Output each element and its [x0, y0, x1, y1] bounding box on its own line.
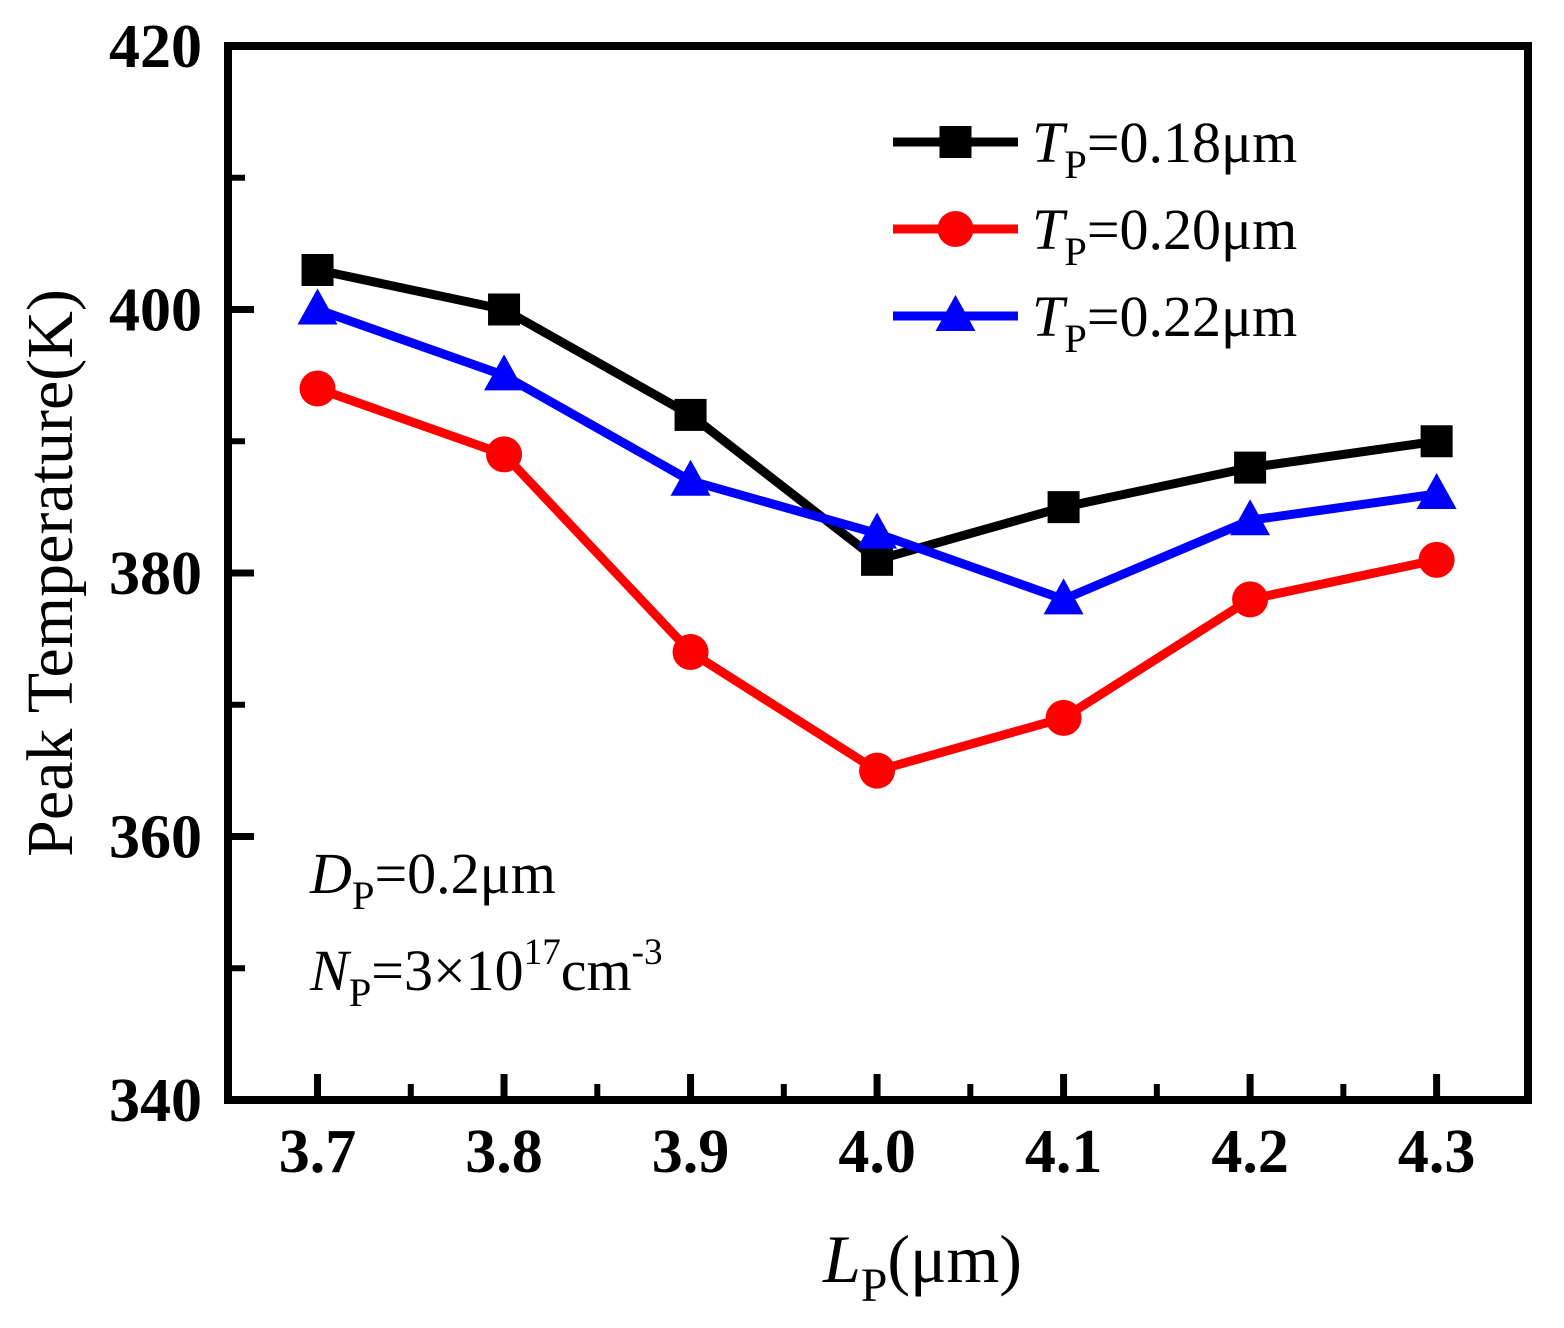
- legend-label-T_P=0.20um: TP=0.20μm: [1032, 197, 1297, 274]
- triangle-marker: [1416, 472, 1457, 509]
- triangle-marker: [1043, 578, 1084, 615]
- triangle-marker: [297, 288, 338, 325]
- square-marker: [1234, 451, 1267, 484]
- square-marker: [488, 293, 521, 326]
- y-tick-label: 340: [109, 1067, 202, 1135]
- triangle-marker: [1230, 499, 1271, 536]
- circle-marker: [859, 752, 896, 789]
- square-marker: [1047, 491, 1080, 524]
- square-marker: [861, 543, 894, 576]
- plot-frame: [224, 42, 1532, 1104]
- triangle-marker: [484, 354, 525, 391]
- x-tick-label: 3.9: [652, 1118, 730, 1186]
- y-axis-title: Peak Temperature(K): [14, 289, 87, 857]
- y-tick-label: 360: [109, 804, 202, 872]
- series-markers-T_P=0.22um: [297, 288, 1457, 615]
- square-marker: [301, 253, 334, 286]
- x-tick-label: 3.7: [279, 1118, 357, 1186]
- annotation-np: NP=3×1017cm-3: [309, 932, 663, 1015]
- y-tick-label: 380: [109, 540, 202, 608]
- annotation-dp: DP=0.2μm: [309, 841, 556, 918]
- x-tick-label: 3.8: [465, 1118, 543, 1186]
- y-tick-label: 420: [109, 13, 202, 81]
- x-axis-title: LP(μm): [822, 1221, 1022, 1312]
- circle-marker: [1418, 541, 1455, 578]
- x-tick-label: 4.3: [1398, 1118, 1476, 1186]
- circle-marker: [486, 436, 523, 473]
- circle-marker: [672, 634, 709, 671]
- legend-triangle-marker: [935, 295, 976, 331]
- square-marker: [674, 398, 707, 431]
- legend-label-T_P=0.18um: TP=0.18μm: [1032, 110, 1297, 187]
- y-tick-label: 400: [109, 277, 202, 345]
- circle-marker: [299, 370, 336, 407]
- legend-square-marker: [939, 126, 972, 158]
- circle-marker: [1045, 699, 1082, 736]
- x-tick-label: 4.1: [1025, 1118, 1103, 1186]
- series-markers-T_P=0.20um: [299, 370, 1455, 789]
- legend-label-T_P=0.22um: TP=0.22μm: [1032, 284, 1297, 361]
- triangle-marker: [670, 459, 711, 496]
- circle-marker: [1232, 581, 1269, 618]
- x-tick-label: 4.2: [1211, 1118, 1289, 1186]
- x-tick-label: 4.0: [838, 1118, 916, 1186]
- triangle-marker: [857, 512, 898, 549]
- square-marker: [1420, 425, 1453, 458]
- legend-circle-marker: [937, 211, 974, 247]
- series-markers-T_P=0.18um: [301, 253, 1453, 576]
